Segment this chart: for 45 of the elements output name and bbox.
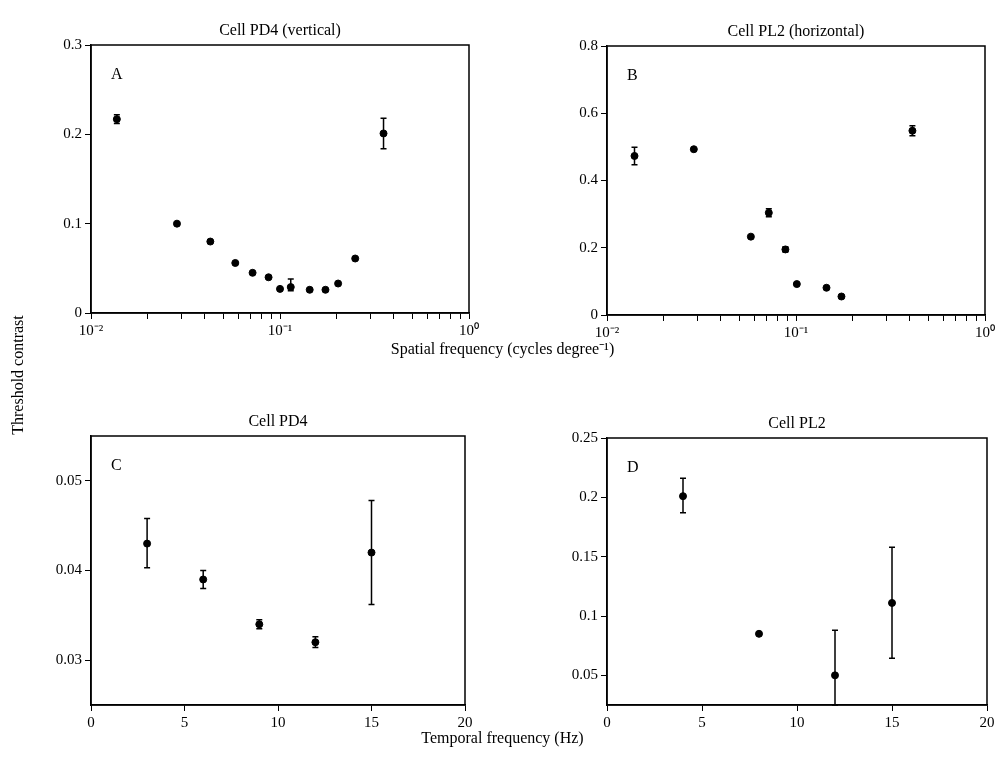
y-tick-label: 0.05 <box>55 471 82 488</box>
y-tick-label: 0.6 <box>579 104 599 121</box>
chart-title: Cell PL2 <box>768 414 826 432</box>
annotation: B <box>627 66 638 84</box>
y-tick-label: 0.05 <box>571 666 598 683</box>
y-tick-label: 0.2 <box>579 238 598 255</box>
chart-title: Cell PD4 (vertical) <box>219 21 341 40</box>
y-tick-label: 0.03 <box>55 651 82 668</box>
x-tick-label: 10⁻² <box>78 321 104 338</box>
y-tick-label: 0 <box>74 303 82 320</box>
y-tick-label: 0.2 <box>579 488 598 505</box>
y-tick-label: 0.15 <box>571 547 598 564</box>
x-tick-label: 20 <box>979 713 995 730</box>
x-tick-label: 10⁻¹ <box>783 323 809 340</box>
point <box>755 629 763 638</box>
y-tick-label: 0.8 <box>579 36 598 53</box>
x-tick-label: 5 <box>698 713 706 730</box>
x-tick-label: 10⁻¹ <box>267 321 293 338</box>
x-tick-label: 15 <box>364 713 379 730</box>
x-axis-title: Temporal frequency (Hz) <box>420 729 585 747</box>
annotation: C <box>111 456 122 474</box>
x-tick-label: 0 <box>87 713 95 730</box>
y-axis-title: Threshold contrast <box>9 315 27 435</box>
x-tick-label: 10 <box>270 713 286 730</box>
chart-title: Cell PD4 <box>248 412 308 430</box>
y-tick-label: 0.2 <box>63 125 82 142</box>
x-tick-label: 10⁰ <box>975 323 995 340</box>
x-tick-label: 5 <box>180 713 189 730</box>
annotation: D <box>627 458 639 476</box>
y-tick-label: 0.1 <box>579 606 598 623</box>
x-axis-title: Spatial frequency (cycles degree⁻¹) <box>390 340 615 357</box>
x-tick-label: 15 <box>884 713 900 730</box>
y-tick-label: 0.3 <box>63 35 82 52</box>
y-tick-label: 0.04 <box>55 561 83 578</box>
x-tick-label: 0 <box>603 713 611 730</box>
y-tick-label: 0 <box>590 305 598 322</box>
x-tick-label: 10⁻² <box>594 323 620 340</box>
x-tick-label: 10⁰ <box>459 321 479 338</box>
chart-title: Cell PL2 (horizontal) <box>727 22 865 41</box>
x-tick-label: 10 <box>789 713 805 730</box>
y-tick-label: 0.25 <box>571 428 598 445</box>
annotation: A <box>111 65 123 83</box>
x-tick-label: 20 <box>457 713 473 730</box>
y-tick-label: 0.1 <box>63 214 82 231</box>
y-tick-label: 0.4 <box>579 171 599 188</box>
